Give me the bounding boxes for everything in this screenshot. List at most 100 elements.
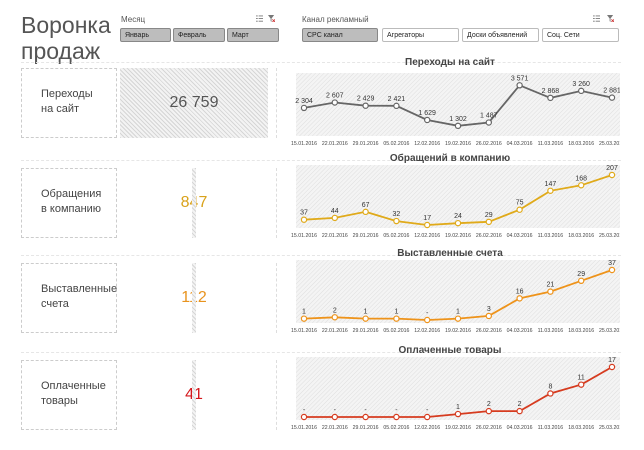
- channel-option-boards[interactable]: Доски объявлений: [462, 28, 539, 42]
- data-point[interactable]: [362, 102, 369, 109]
- x-tick-label: 18.03.2016: [568, 233, 594, 239]
- data-point[interactable]: [423, 116, 431, 124]
- x-tick-label: 25.03.2016: [599, 141, 620, 147]
- x-tick-label: 26.02.2016: [476, 233, 502, 239]
- data-point[interactable]: [485, 119, 492, 126]
- month-option-march[interactable]: Март: [227, 28, 279, 42]
- data-point[interactable]: [331, 99, 339, 106]
- x-tick-label: 18.03.2016: [568, 425, 594, 431]
- data-point[interactable]: [454, 219, 462, 227]
- data-label: 168: [575, 175, 587, 182]
- data-point[interactable]: [331, 214, 339, 222]
- metric-label: Оплаченные товары: [41, 379, 106, 409]
- metric-card: Оплаченные товары: [21, 360, 117, 430]
- x-tick-label: 22.01.2016: [322, 328, 348, 334]
- data-point[interactable]: [485, 312, 492, 320]
- data-point[interactable]: [547, 390, 554, 397]
- data-point[interactable]: [578, 182, 585, 189]
- channel-option-social[interactable]: Соц. Сети: [542, 28, 619, 42]
- data-point[interactable]: [300, 315, 308, 322]
- data-label: -: [395, 407, 398, 414]
- data-point[interactable]: [454, 315, 462, 322]
- data-point[interactable]: [362, 413, 369, 421]
- column-divider: [276, 263, 277, 333]
- data-point[interactable]: [485, 218, 492, 226]
- channel-clear-filter-icon[interactable]: [607, 15, 614, 22]
- data-point[interactable]: [578, 277, 585, 285]
- metric-label: Обращения в компанию: [41, 187, 101, 217]
- chart-title: Оплаченные товары: [398, 345, 502, 356]
- data-point[interactable]: [331, 314, 339, 321]
- metric-label-line-2: товары: [41, 395, 78, 407]
- data-point[interactable]: [423, 221, 431, 229]
- x-tick-label: 22.01.2016: [322, 233, 348, 239]
- title-line-2: продаж: [21, 38, 101, 64]
- data-label: 2: [487, 401, 491, 408]
- data-point[interactable]: [547, 94, 554, 102]
- data-point[interactable]: [578, 87, 585, 95]
- data-label: 2: [518, 401, 522, 408]
- metric-label-line-1: Переходы: [41, 88, 93, 100]
- data-point[interactable]: [393, 315, 400, 322]
- data-point[interactable]: [547, 288, 554, 295]
- month-option-january[interactable]: Январь: [120, 28, 171, 42]
- x-tick-label: 15.01.2016: [291, 425, 317, 431]
- x-tick-label: 11.03.2016: [538, 233, 564, 239]
- kpi-value: 26 759: [169, 94, 219, 111]
- data-point[interactable]: [516, 206, 523, 213]
- data-label: 147: [545, 181, 557, 188]
- data-point[interactable]: [454, 410, 462, 418]
- data-point[interactable]: [547, 187, 554, 194]
- data-point[interactable]: [516, 407, 523, 415]
- data-label: 29: [577, 271, 585, 278]
- data-point[interactable]: [393, 217, 400, 225]
- data-point[interactable]: [393, 102, 400, 110]
- column-divider: [276, 68, 277, 138]
- x-tick-label: 19.02.2016: [445, 328, 471, 334]
- data-point[interactable]: [608, 94, 616, 101]
- clear-filter-icon[interactable]: [268, 15, 275, 22]
- data-label: 1: [456, 404, 460, 411]
- data-point[interactable]: [423, 316, 431, 324]
- data-point[interactable]: [516, 82, 523, 89]
- data-point[interactable]: [423, 413, 431, 421]
- data-point[interactable]: [608, 363, 616, 371]
- data-label: 1 302: [449, 116, 467, 123]
- line-chart: 37 44 67 32 17 24 29 75 147 168 207 15.01.2016 22.01…: [291, 165, 620, 239]
- selections-list-icon[interactable]: [256, 15, 263, 22]
- data-point[interactable]: [362, 315, 369, 322]
- data-point[interactable]: [608, 266, 616, 274]
- data-label: -: [334, 407, 337, 414]
- x-tick-label: 29.01.2016: [353, 425, 379, 431]
- data-point[interactable]: [331, 413, 339, 421]
- data-point[interactable]: [608, 171, 616, 179]
- data-label: 1: [302, 309, 306, 316]
- data-label: 3 260: [572, 81, 590, 88]
- data-label: 1: [394, 309, 398, 316]
- data-point[interactable]: [362, 208, 369, 216]
- data-label: 17: [423, 215, 431, 222]
- x-tick-label: 05.02.2016: [383, 425, 409, 431]
- x-tick-label: 19.02.2016: [445, 233, 471, 239]
- data-point[interactable]: [393, 413, 400, 421]
- data-label: 3: [487, 306, 491, 313]
- metric-label: Переходы на сайт: [41, 87, 93, 117]
- x-tick-label: 22.01.2016: [322, 425, 348, 431]
- data-point[interactable]: [300, 216, 308, 223]
- data-point[interactable]: [300, 104, 308, 112]
- row-separator: [21, 255, 621, 256]
- x-tick-label: 19.02.2016: [445, 425, 471, 431]
- month-option-february[interactable]: Февраль: [173, 28, 225, 42]
- data-point[interactable]: [485, 407, 492, 415]
- data-point[interactable]: [578, 381, 585, 388]
- kpi-box: 26 759: [120, 68, 268, 138]
- data-point[interactable]: [300, 413, 308, 421]
- data-label: -: [364, 407, 367, 414]
- channel-option-aggregators[interactable]: Агрегаторы: [382, 28, 459, 42]
- channel-option-cpc[interactable]: CPC канал: [302, 28, 378, 42]
- data-point[interactable]: [454, 122, 462, 130]
- data-point[interactable]: [516, 295, 523, 302]
- channel-selections-list-icon[interactable]: [593, 15, 600, 22]
- data-label: 32: [393, 211, 401, 218]
